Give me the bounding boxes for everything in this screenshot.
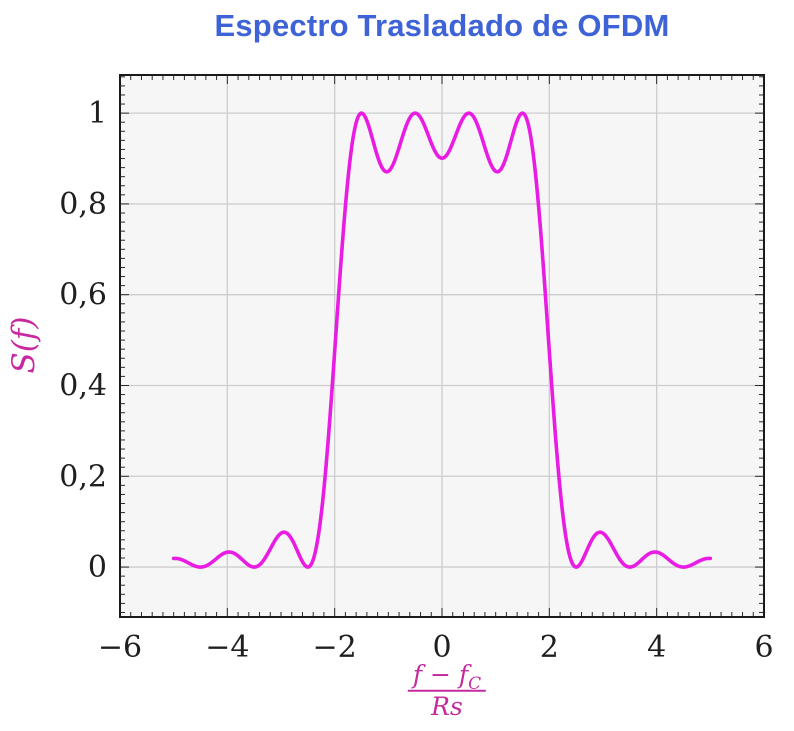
x-axis-label: f − fC Rs bbox=[407, 659, 487, 721]
y-tick-label: 0,2 bbox=[59, 459, 107, 494]
spectrum-curve bbox=[171, 111, 713, 569]
x-tick-label: 6 bbox=[754, 630, 773, 665]
x-axis-label-numerator-subscript: C bbox=[468, 673, 482, 694]
x-tick-label: 0 bbox=[432, 630, 451, 665]
x-tick-label: −2 bbox=[313, 630, 357, 665]
x-axis-label-numerator-base: f − f bbox=[412, 659, 469, 689]
y-axis-label: S(f) bbox=[6, 316, 42, 374]
x-tick-label: −6 bbox=[98, 630, 142, 665]
x-tick-label: 2 bbox=[540, 630, 559, 665]
y-tick-label: 0,6 bbox=[59, 278, 107, 313]
page-title: Espectro Trasladado de OFDM bbox=[214, 8, 670, 43]
y-tick-label: 0 bbox=[88, 550, 107, 585]
plot-border bbox=[119, 74, 765, 618]
y-tick-label: 0,8 bbox=[59, 187, 107, 222]
x-axis-label-numerator: f − fC bbox=[408, 659, 486, 692]
x-tick-label: −4 bbox=[205, 630, 249, 665]
x-tick-label: 4 bbox=[647, 630, 666, 665]
x-axis-label-denominator: Rs bbox=[407, 690, 487, 720]
y-tick-label: 1 bbox=[88, 96, 107, 131]
y-tick-label: 0,4 bbox=[59, 368, 107, 403]
